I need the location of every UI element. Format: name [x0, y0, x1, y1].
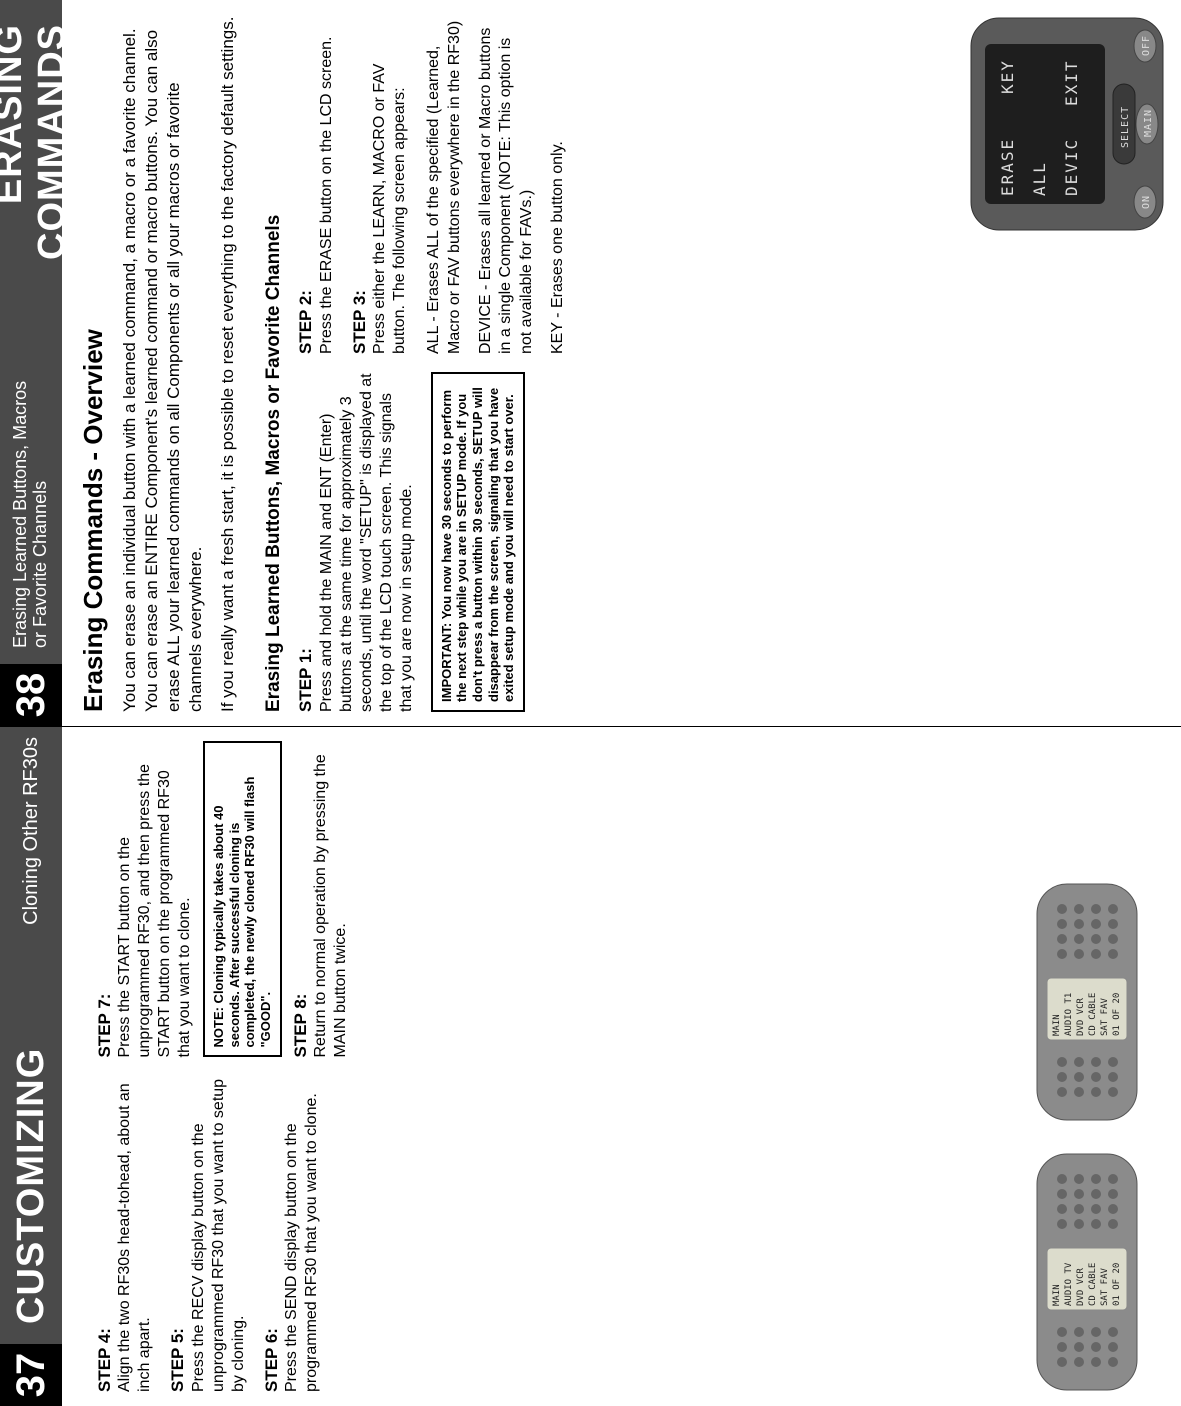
category-37: CUSTOMIZING: [10, 925, 53, 1334]
t-l1b: KEY: [998, 59, 1017, 94]
r2-l6: 01 OF 20: [1112, 993, 1122, 1036]
p38-step1-h: STEP 1:: [295, 372, 316, 712]
t-off: OFF: [1141, 35, 1152, 56]
page-number-38: 38: [0, 664, 62, 726]
col37-right: STEP 7: Press the START button on the un…: [92, 741, 351, 1058]
step5-t: Press the RECV display button on the unp…: [189, 1076, 249, 1393]
overview-h: Erasing Commands - Overview: [78, 14, 109, 712]
col37-left: STEP 4: Align the two RF30s head-tohead,…: [92, 1076, 351, 1393]
header-38: 38 Erasing Learned Buttons, Macros or Fa…: [0, 0, 62, 726]
subtitle-37: Cloning Other RF30s: [20, 737, 43, 925]
page-38: 38 Erasing Learned Buttons, Macros or Fa…: [0, 0, 1181, 726]
overview-p1: You can erase an individual button with …: [119, 14, 207, 712]
t-on: ON: [1141, 195, 1152, 209]
opt-all: ALL - Erases ALL of the specified (Learn…: [424, 14, 466, 354]
r1-l3: DVD VCR: [1076, 1267, 1086, 1306]
erase-h: Erasing Learned Buttons, Macros or Favor…: [263, 14, 285, 712]
r2-l2: AUDIO T1: [1064, 993, 1074, 1036]
r2-l3: DVD VCR: [1076, 997, 1086, 1036]
step6-h: STEP 6:: [261, 1076, 282, 1393]
r1-l1: MAIN: [1052, 1284, 1062, 1306]
opt-dev: DEVICE - Erases all learned or Macro but…: [476, 14, 538, 354]
p38-step1-t: Press and hold the MAIN and ENT (Enter) …: [317, 372, 417, 712]
r1-l4: CD CABLE: [1088, 1263, 1098, 1306]
opt-key: KEY - Erases one button only.: [548, 14, 569, 354]
r2-l5: SAT FAV: [1100, 997, 1110, 1036]
r2-l1: MAIN: [1052, 1014, 1062, 1036]
overview-p2: If you really want a fresh start, it is …: [217, 14, 239, 712]
note-clone: NOTE: Cloning typically takes about 40 s…: [203, 741, 281, 1058]
step5-h: STEP 5:: [167, 1076, 188, 1393]
t-l1a: ERASE: [998, 138, 1017, 196]
r2-l4: CD CABLE: [1088, 993, 1098, 1036]
important-box: IMPORTANT: You now have 30 seconds to pe…: [431, 372, 525, 712]
page-number-37: 37: [0, 1344, 62, 1406]
col38-right: STEP 2: Press the ERASE button on the LC…: [293, 14, 578, 354]
remote-right-image: MAIN AUDIO T1 DVD VCR CD CABLE SAT FAV 0…: [1007, 882, 1167, 1122]
r1-l6: 01 OF 20: [1112, 1263, 1122, 1306]
remote-left-image: MAIN AUDIO TV DVD VCR CD CABLE SAT FAV 0…: [1007, 1152, 1167, 1392]
r1-l2: AUDIO TV: [1064, 1262, 1074, 1306]
remote-images-row: MAIN AUDIO TV DVD VCR CD CABLE SAT FAV 0…: [1007, 741, 1173, 1392]
p38-step3-t: Press either the LEARN, MACRO or FAV but…: [370, 14, 410, 354]
page-37: 37 CUSTOMIZING Cloning Other RF30s STEP …: [0, 726, 1181, 1406]
touch-device-image: ERASE KEY ALL DEVIC EXIT SELECT ON MAIN …: [967, 14, 1167, 234]
subtitle-38: Erasing Learned Buttons, Macros or Favor…: [11, 374, 51, 654]
step4-t: Align the two RF30s head-tohead, about a…: [115, 1076, 155, 1393]
t-l2a: ALL: [1030, 161, 1049, 196]
header-37: 37 CUSTOMIZING Cloning Other RF30s: [0, 727, 62, 1406]
p38-step3-h: STEP 3:: [349, 14, 370, 354]
step7-h: STEP 7:: [94, 741, 115, 1058]
r1-l5: SAT FAV: [1100, 1267, 1110, 1306]
t-main: MAIN: [1143, 109, 1154, 137]
step8-h: STEP 8:: [290, 741, 311, 1058]
t-l3a: DEVIC: [1062, 138, 1081, 196]
t-l3b: EXIT: [1062, 59, 1081, 106]
col38-left: STEP 1: Press and hold the MAIN and ENT …: [293, 372, 578, 712]
p38-step2-t: Press the ERASE button on the LCD screen…: [317, 14, 337, 354]
step8-t: Return to normal operation by pressing t…: [311, 741, 351, 1058]
step6-t: Press the SEND display button on the pro…: [282, 1076, 322, 1393]
step4-h: STEP 4:: [94, 1076, 115, 1393]
p38-step2-h: STEP 2:: [295, 14, 316, 354]
step7-t: Press the START button on the unprogramm…: [115, 741, 195, 1058]
t-select: SELECT: [1120, 106, 1131, 148]
